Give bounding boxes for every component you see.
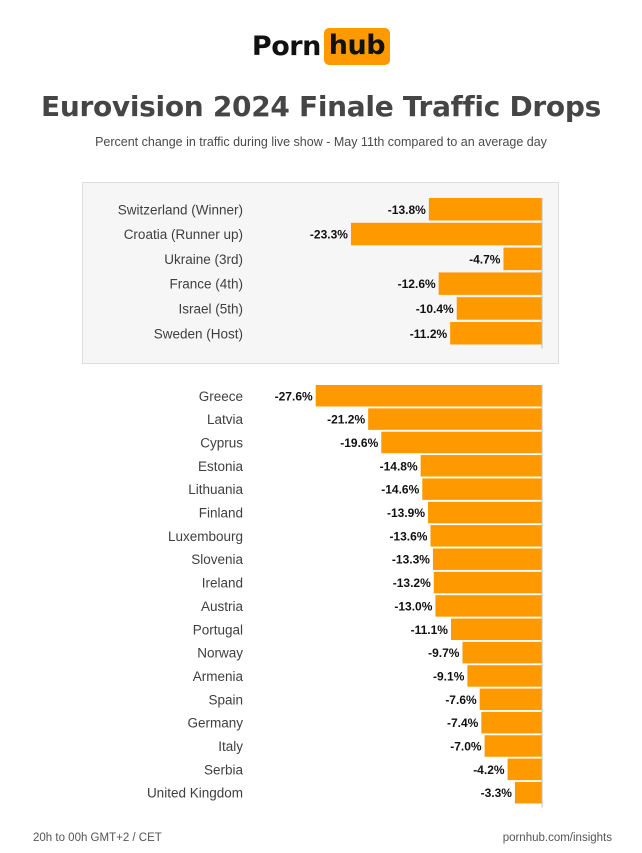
value-label: -7.0% <box>450 740 482 754</box>
bar <box>450 322 542 345</box>
category-label: Latvia <box>207 412 244 427</box>
value-label: -13.6% <box>389 529 427 543</box>
value-label: -7.4% <box>447 716 479 730</box>
category-label: Ireland <box>202 576 243 591</box>
value-label: -4.7% <box>469 252 501 266</box>
value-label: -21.2% <box>327 413 365 427</box>
bar <box>368 408 542 430</box>
bar <box>432 548 542 570</box>
value-label: -27.6% <box>275 389 313 403</box>
bar <box>350 222 542 246</box>
bar <box>428 198 542 221</box>
bar <box>450 618 542 640</box>
bar <box>481 711 542 734</box>
bar <box>381 431 542 454</box>
category-label: Slovenia <box>191 552 243 567</box>
value-label: -13.9% <box>387 506 425 520</box>
bar <box>507 758 542 781</box>
category-label: Switzerland (Winner) <box>118 202 243 217</box>
value-label: -23.3% <box>310 228 348 242</box>
logo-text-left: Porn <box>251 31 321 62</box>
pornhub-logo: Porn hub <box>0 28 642 65</box>
bar <box>430 525 542 547</box>
value-label: -9.1% <box>433 669 465 683</box>
logo-text-right: hub <box>323 28 391 65</box>
category-label: Lithuania <box>188 482 243 497</box>
category-label: Croatia (Runner up) <box>124 227 243 242</box>
bar <box>456 297 542 320</box>
finalists-bar-chart: Switzerland (Winner) -13.8% Croatia (Runne… <box>118 198 543 349</box>
category-label: United Kingdom <box>147 786 243 801</box>
value-label: -14.6% <box>381 483 419 497</box>
bar <box>514 781 542 804</box>
footer-source: pornhub.com/insights <box>502 832 612 844</box>
value-label: -13.0% <box>394 599 432 613</box>
value-label: -7.6% <box>445 693 477 707</box>
value-label: -9.7% <box>428 646 460 660</box>
value-label: -10.4% <box>416 302 454 316</box>
category-label: Finland <box>199 506 243 521</box>
bar <box>438 272 542 295</box>
category-label: Estonia <box>198 459 244 474</box>
bar <box>484 735 542 757</box>
category-label: Serbia <box>204 762 244 777</box>
value-label: -13.8% <box>388 203 426 217</box>
bar <box>433 571 542 594</box>
category-label: Armenia <box>193 669 244 684</box>
bar <box>435 595 542 617</box>
category-label: Cyprus <box>200 435 243 450</box>
category-label: Luxembourg <box>168 529 243 544</box>
category-label: Germany <box>187 716 243 731</box>
category-label: Italy <box>218 739 243 754</box>
category-label: Ukraine (3rd) <box>164 252 243 267</box>
bar <box>462 641 542 664</box>
category-label: Spain <box>208 692 243 707</box>
category-label: Israel (5th) <box>178 301 243 316</box>
value-label: -14.8% <box>380 459 418 473</box>
footer-time-note: 20h to 00h GMT+2 / CET <box>33 832 162 844</box>
bar <box>428 501 542 524</box>
bar <box>422 478 542 500</box>
value-label: -13.2% <box>393 576 431 590</box>
value-label: -4.2% <box>473 763 505 777</box>
countries-bar-chart: Greece -27.6% Latvia -21.2% Cyprus -19.6% Esto… <box>147 385 543 808</box>
category-label: Greece <box>199 389 243 404</box>
bar <box>503 247 542 271</box>
category-label: Portugal <box>193 622 243 637</box>
category-label: France (4th) <box>169 277 243 292</box>
value-label: -11.1% <box>411 623 449 637</box>
value-label: -12.6% <box>398 277 436 291</box>
value-label: -13.3% <box>392 553 430 567</box>
bar <box>467 665 542 687</box>
category-label: Sweden (Host) <box>154 326 243 341</box>
value-label: -11.2% <box>410 327 448 341</box>
chart-subtitle: Percent change in traffic during live sh… <box>95 135 547 149</box>
category-label: Norway <box>197 646 243 661</box>
bar <box>479 688 542 711</box>
category-label: Austria <box>201 599 244 614</box>
value-label: -3.3% <box>481 786 513 800</box>
value-label: -19.6% <box>340 436 378 450</box>
bar <box>315 385 542 407</box>
bar <box>420 455 542 477</box>
chart-title: Eurovision 2024 Finale Traffic Drops <box>41 90 601 123</box>
